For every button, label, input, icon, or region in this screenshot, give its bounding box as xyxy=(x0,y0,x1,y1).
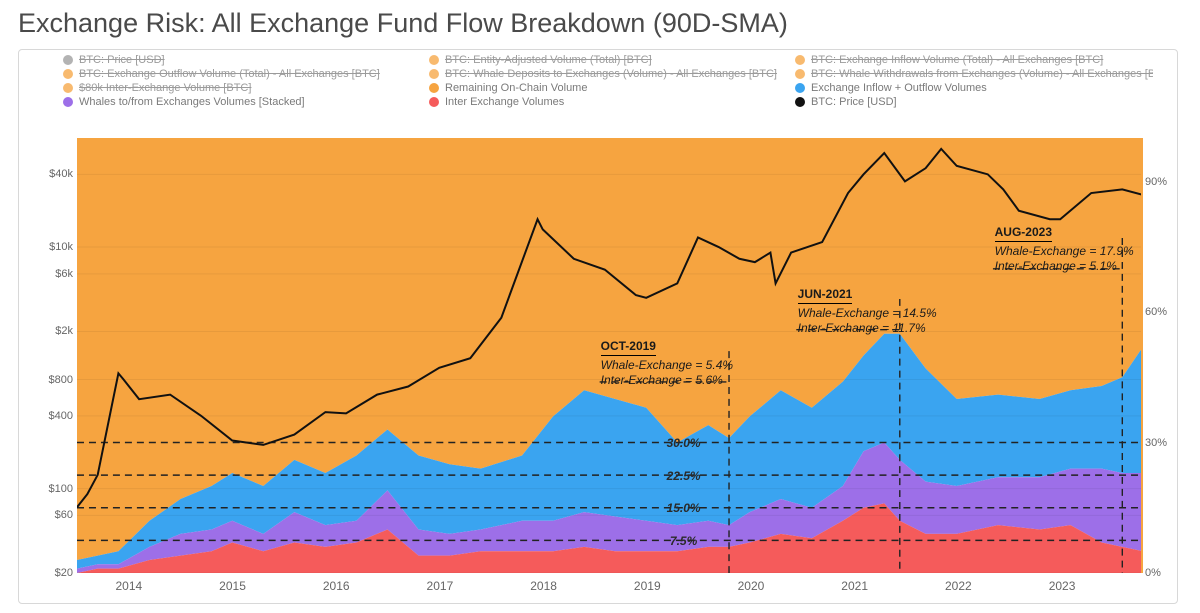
legend-swatch xyxy=(795,69,805,79)
y-tick-left: $6k xyxy=(27,268,73,280)
chart-annotation: AUG-2023 Whale-Exchange = 17.9%Inter-Exch… xyxy=(995,225,1134,274)
annotation-line: Whale-Exchange = 5.4% xyxy=(601,358,733,373)
legend-swatch xyxy=(63,69,73,79)
x-axis: 2014 2015 2016 2017 2018 2019 2020 2021 2022 2023 xyxy=(77,579,1143,597)
legend-label: $80k Inter-Exchange Volume [BTC] xyxy=(79,82,251,94)
chart-legend: BTC: Price [USD] BTC: Entity-Adjusted Vol… xyxy=(63,54,1153,108)
x-tick: 2017 xyxy=(427,579,454,593)
legend-swatch xyxy=(429,83,439,93)
x-tick: 2015 xyxy=(219,579,246,593)
annotation-line: Whale-Exchange = 14.5% xyxy=(798,306,937,321)
x-tick: 2023 xyxy=(1049,579,1076,593)
x-tick: 2020 xyxy=(738,579,765,593)
legend-swatch xyxy=(63,83,73,93)
y-tick-right: 60% xyxy=(1145,306,1173,318)
annotation-line: Inter-Exchange = 11.7% xyxy=(798,321,937,336)
pct-line-label: 30.0% xyxy=(667,436,701,450)
x-tick: 2019 xyxy=(634,579,661,593)
legend-item[interactable]: BTC: Price [USD] xyxy=(795,96,1153,108)
legend-item[interactable]: Exchange Inflow + Outflow Volumes xyxy=(795,82,1153,94)
y-tick-right: 0% xyxy=(1145,567,1173,579)
annotation-line: Inter-Exchange = 5.1% xyxy=(995,259,1134,274)
chart-container: BTC: Price [USD] BTC: Entity-Adjusted Vol… xyxy=(18,49,1178,604)
x-tick: 2021 xyxy=(841,579,868,593)
y-axis-right: 90%60%30%0% xyxy=(1145,138,1173,573)
pct-line-label: 15.0% xyxy=(667,501,701,515)
pct-line-label: 22.5% xyxy=(667,469,701,483)
legend-item[interactable]: BTC: Whale Deposits to Exchanges (Volume… xyxy=(429,68,787,80)
legend-swatch xyxy=(429,69,439,79)
legend-item[interactable]: Inter Exchange Volumes xyxy=(429,96,787,108)
x-tick: 2014 xyxy=(115,579,142,593)
chart-annotation: OCT-2019 Whale-Exchange = 5.4%Inter-Excha… xyxy=(601,339,733,388)
legend-label: BTC: Price [USD] xyxy=(79,54,165,66)
legend-swatch xyxy=(63,55,73,65)
annotation-header: AUG-2023 xyxy=(995,225,1052,242)
legend-label: BTC: Exchange Inflow Volume (Total) - Al… xyxy=(811,54,1103,66)
y-tick-left: $2k xyxy=(27,325,73,337)
legend-label: Remaining On-Chain Volume xyxy=(445,82,587,94)
legend-item[interactable]: BTC: Whale Withdrawals from Exchanges (V… xyxy=(795,68,1153,80)
y-tick-left: $20 xyxy=(27,567,73,579)
x-tick: 2016 xyxy=(323,579,350,593)
y-tick-right: 90% xyxy=(1145,176,1173,188)
pct-line-label: 7.5% xyxy=(670,534,697,548)
y-tick-left: $40k xyxy=(27,168,73,180)
legend-swatch xyxy=(429,97,439,107)
legend-item[interactable]: BTC: Entity-Adjusted Volume (Total) [BTC… xyxy=(429,54,787,66)
y-tick-left: $100 xyxy=(27,483,73,495)
x-tick: 2018 xyxy=(530,579,557,593)
chart-annotation: JUN-2021 Whale-Exchange = 14.5%Inter-Exch… xyxy=(798,287,937,336)
legend-label: Inter Exchange Volumes xyxy=(445,96,564,108)
legend-item[interactable]: Whales to/from Exchanges Volumes [Stacke… xyxy=(63,96,421,108)
legend-label: Whales to/from Exchanges Volumes [Stacke… xyxy=(79,96,305,108)
legend-item[interactable]: $80k Inter-Exchange Volume [BTC] xyxy=(63,82,421,94)
legend-swatch xyxy=(63,97,73,107)
annotation-line: Inter-Exchange = 5.6% xyxy=(601,373,733,388)
legend-label: BTC: Exchange Outflow Volume (Total) - A… xyxy=(79,68,380,80)
legend-label: Exchange Inflow + Outflow Volumes xyxy=(811,82,987,94)
legend-item[interactable]: BTC: Exchange Inflow Volume (Total) - Al… xyxy=(795,54,1153,66)
x-tick: 2022 xyxy=(945,579,972,593)
legend-swatch xyxy=(429,55,439,65)
legend-label: BTC: Whale Withdrawals from Exchanges (V… xyxy=(811,68,1153,80)
legend-item[interactable]: BTC: Exchange Outflow Volume (Total) - A… xyxy=(63,68,421,80)
legend-swatch xyxy=(795,55,805,65)
y-tick-left: $400 xyxy=(27,410,73,422)
legend-swatch xyxy=(795,83,805,93)
legend-swatch xyxy=(795,97,805,107)
page-title: Exchange Risk: All Exchange Fund Flow Br… xyxy=(0,0,1200,45)
legend-item[interactable]: Remaining On-Chain Volume xyxy=(429,82,787,94)
y-tick-left: $60 xyxy=(27,509,73,521)
y-tick-right: 30% xyxy=(1145,437,1173,449)
legend-label: BTC: Entity-Adjusted Volume (Total) [BTC… xyxy=(445,54,652,66)
annotation-header: JUN-2021 xyxy=(798,287,853,304)
y-tick-left: $800 xyxy=(27,374,73,386)
annotation-header: OCT-2019 xyxy=(601,339,656,356)
y-axis-left: $40k$10k$6k$2k$800$400$100$60$20 xyxy=(27,138,73,573)
y-tick-left: $10k xyxy=(27,241,73,253)
legend-label: BTC: Whale Deposits to Exchanges (Volume… xyxy=(445,68,777,80)
legend-item[interactable]: BTC: Price [USD] xyxy=(63,54,421,66)
legend-label: BTC: Price [USD] xyxy=(811,96,897,108)
plot-area: OCT-2019Whale-Exchange = 5.4%Inter-Excha… xyxy=(77,138,1143,573)
annotation-line: Whale-Exchange = 17.9% xyxy=(995,244,1134,259)
